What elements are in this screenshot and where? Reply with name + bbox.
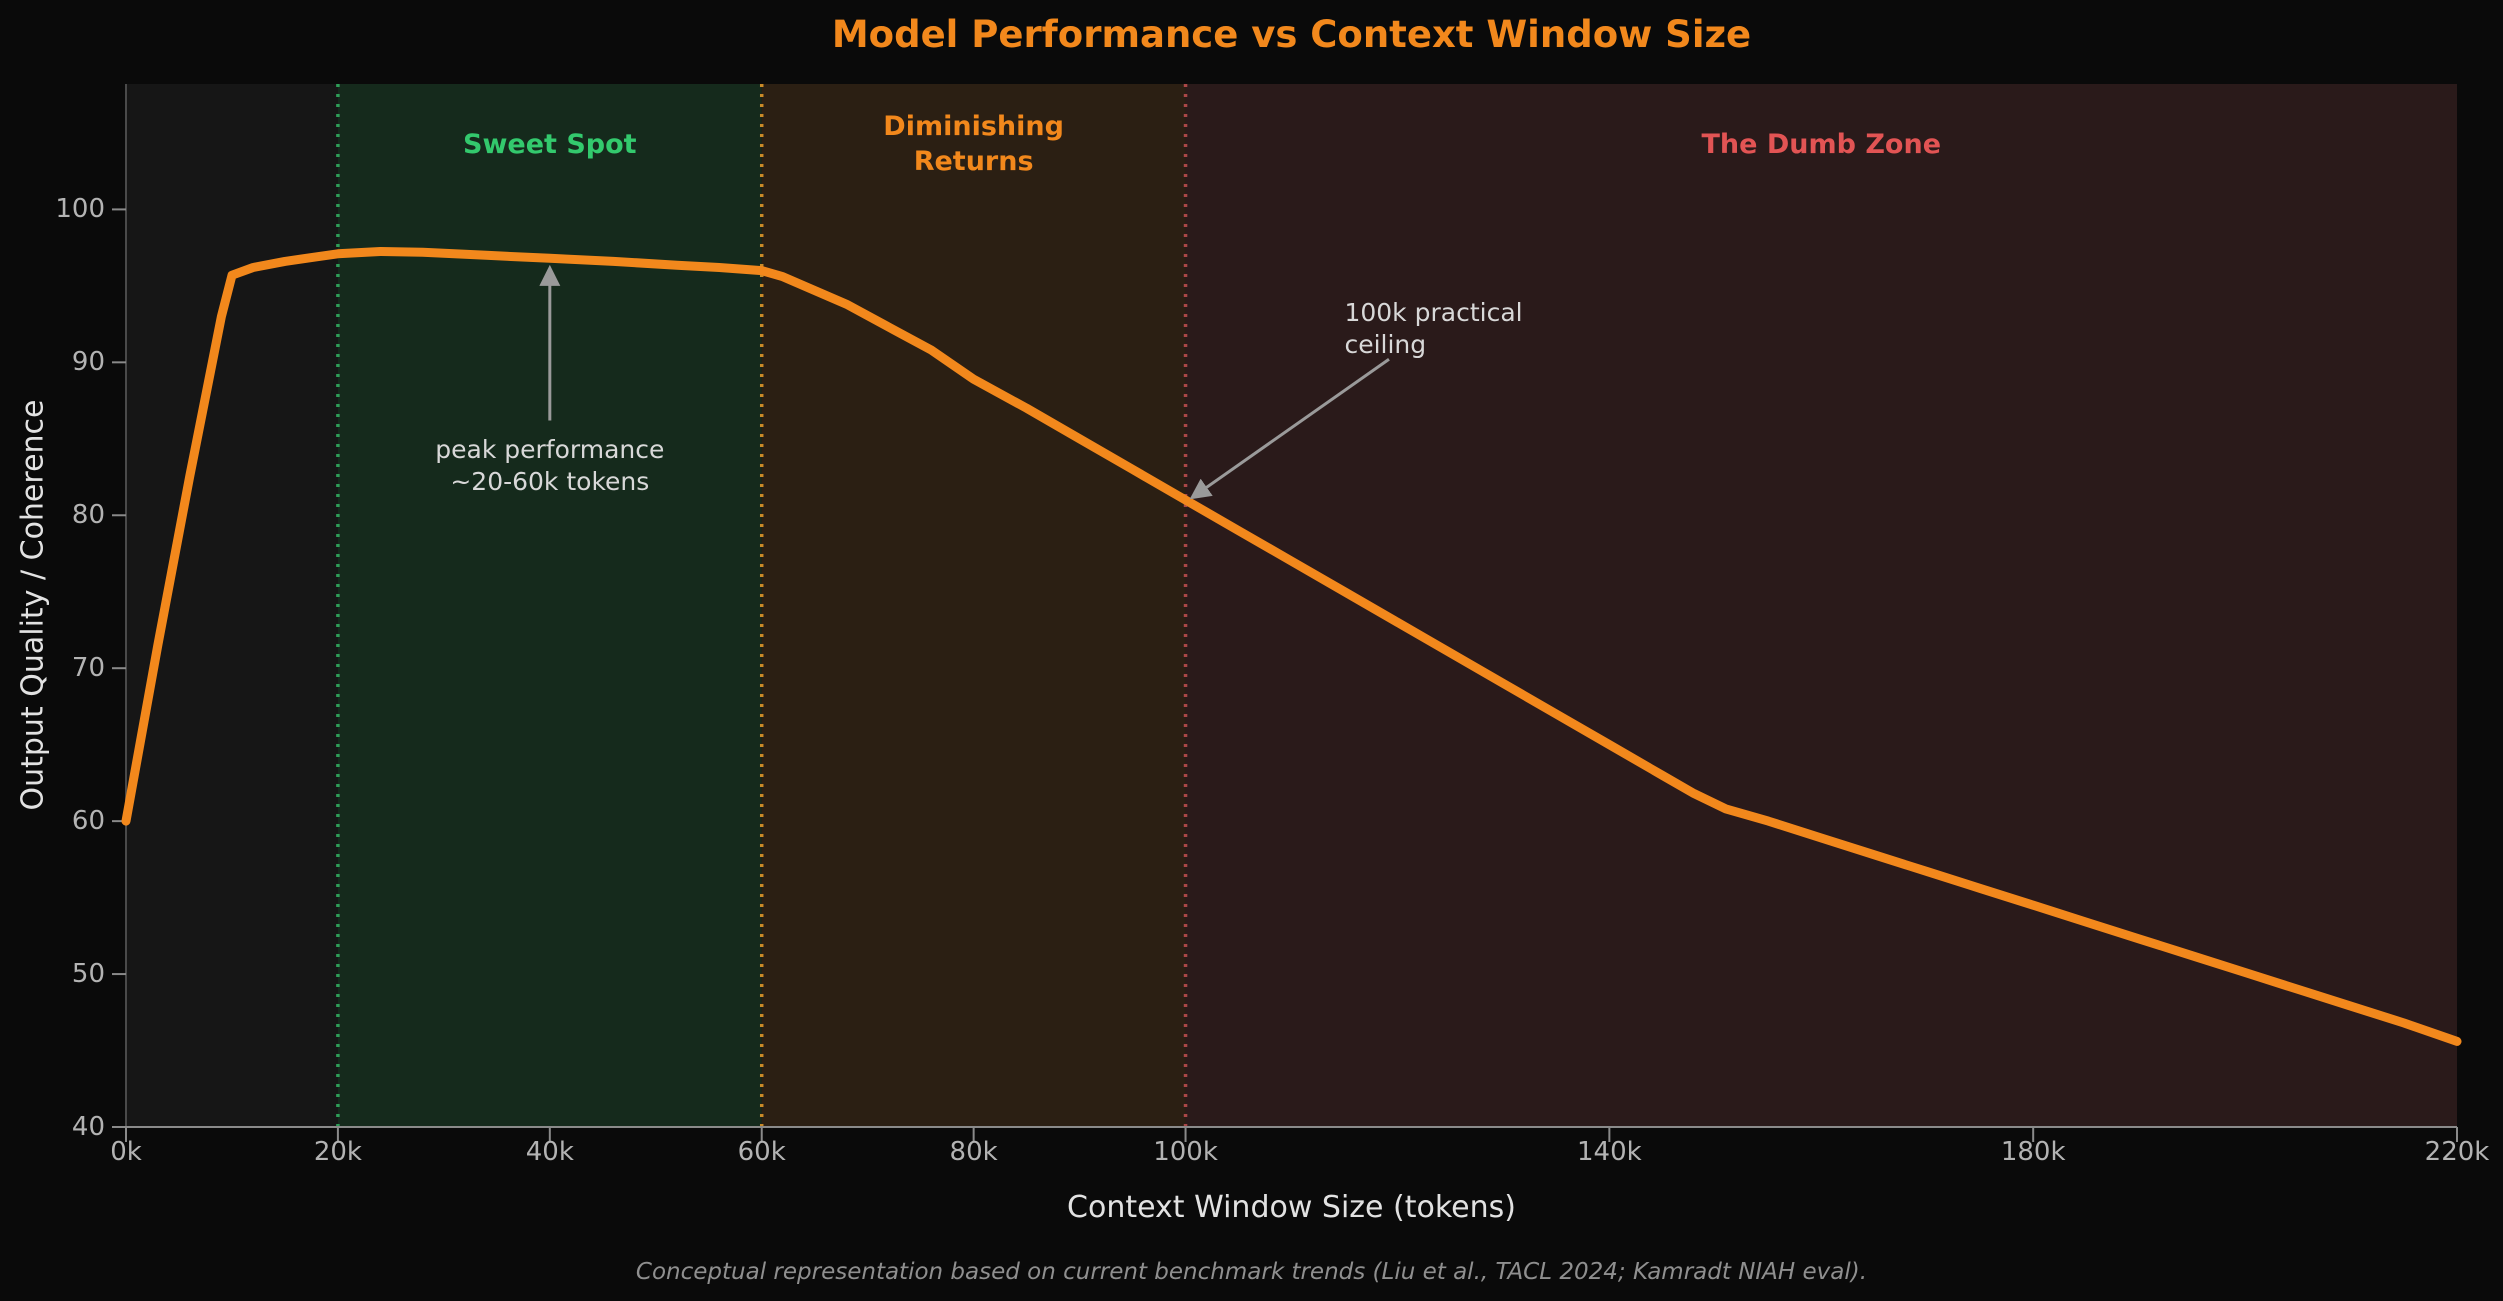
y-tick-label: 60 (71, 806, 105, 837)
chart-title: Model Performance vs Context Window Size (831, 13, 1752, 56)
zone-label: Sweet Spot (463, 128, 637, 160)
annotation-arrow (1189, 358, 1390, 500)
y-tick-label: 40 (71, 1112, 105, 1142)
x-tick-label: 180k (2000, 1137, 2066, 1167)
zone-band (337, 84, 762, 1127)
x-tick-label: 0k (110, 1137, 142, 1167)
y-axis-label: Output Quality / Coherence (15, 399, 51, 811)
x-tick-label: 80k (949, 1137, 998, 1167)
x-tick-label: 140k (1577, 1137, 1642, 1167)
x-tick-label: 100k (1153, 1137, 1218, 1167)
zone-band (761, 84, 1186, 1127)
zone-band (1185, 84, 2457, 1127)
annotation-text: 100k practical ceiling (1344, 297, 1523, 359)
footnote: Conceptual representation based on curre… (635, 1259, 1868, 1285)
x-axis-label: Context Window Size (tokens) (1067, 1190, 1516, 1225)
x-tick-label: 60k (737, 1137, 786, 1167)
x-tick-label: 20k (313, 1137, 362, 1167)
zone-label: The Dumb Zone (1701, 128, 1942, 160)
performance-curve (121, 247, 2462, 1046)
y-tick-label: 100 (55, 194, 105, 225)
y-tick-label: 50 (71, 959, 105, 990)
y-tick-label: 70 (71, 653, 105, 684)
x-tick-label: 40k (525, 1137, 574, 1167)
x-tick-label: 220k (2424, 1137, 2490, 1167)
zone-label: Diminishing Returns (883, 111, 1064, 177)
annotation-text: peak performance ~20-60k tokens (435, 435, 665, 497)
y-tick-label: 80 (71, 500, 105, 531)
y-tick-label: 90 (71, 347, 105, 378)
